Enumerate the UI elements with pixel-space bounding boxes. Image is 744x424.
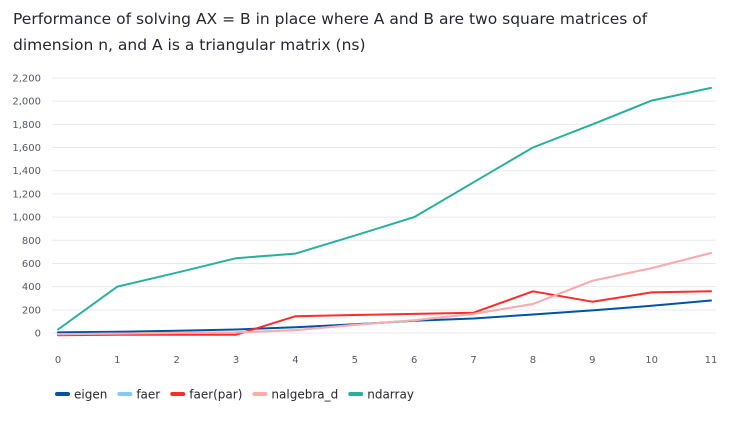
x-axis-ticks: 0 1 2 3 4 5 6 7 8 9 10 11 (55, 355, 718, 366)
y-tick-label: 1,800 (12, 120, 41, 131)
y-tick-label: 800 (22, 236, 41, 247)
series-line-faer(par) (57, 290, 712, 337)
legend-item: faer(par) (170, 388, 242, 402)
x-tick-label: 8 (530, 355, 536, 366)
legend-item: faer (117, 388, 160, 402)
legend: eigen faer faer(par) nalgebra_d ndarray (55, 388, 414, 402)
legend-label: faer(par) (189, 388, 242, 402)
x-tick-label: 3 (233, 355, 239, 366)
x-tick-label: 11 (705, 355, 718, 366)
y-tick-label: 1,400 (12, 166, 41, 177)
legend-label: eigen (74, 388, 107, 402)
y-tick-label: 600 (22, 259, 41, 270)
y-tick-label: 1,600 (12, 143, 41, 154)
series-line-ndarray (57, 86, 712, 331)
y-tick-label: 2,200 (12, 74, 41, 85)
y-tick-label: 400 (22, 282, 41, 293)
y-tick-label: 1,200 (12, 189, 41, 200)
legend-label: ndarray (367, 388, 414, 402)
legend-item: nalgebra_d (252, 388, 338, 402)
series-lines (57, 86, 712, 337)
legend-label: nalgebra_d (271, 388, 338, 402)
x-tick-label: 5 (352, 355, 358, 366)
series-line-nalgebra_d (57, 252, 712, 336)
y-axis-ticks: 0 200 400 600 800 1,000 1,200 1,400 1,600 1,800 2,… (12, 74, 41, 340)
x-tick-label: 2 (174, 355, 180, 366)
x-tick-label: 7 (470, 355, 476, 366)
x-tick-label: 4 (292, 355, 298, 366)
gridlines (52, 77, 716, 334)
x-tick-label: 0 (55, 355, 61, 366)
x-tick-label: 10 (645, 355, 658, 366)
chart-title: Performance of solving AX = B in place w… (13, 10, 648, 54)
x-tick-label: 6 (411, 355, 417, 366)
y-tick-label: 1,000 (12, 213, 41, 224)
x-tick-label: 9 (589, 355, 595, 366)
legend-item: ndarray (348, 388, 414, 402)
y-tick-label: 0 (35, 329, 41, 340)
series-line-eigen (57, 299, 712, 334)
y-tick-label: 200 (22, 305, 41, 316)
x-tick-label: 1 (114, 355, 120, 366)
y-tick-label: 2,000 (12, 97, 41, 108)
legend-item: eigen (55, 388, 107, 402)
legend-label: faer (136, 388, 160, 402)
